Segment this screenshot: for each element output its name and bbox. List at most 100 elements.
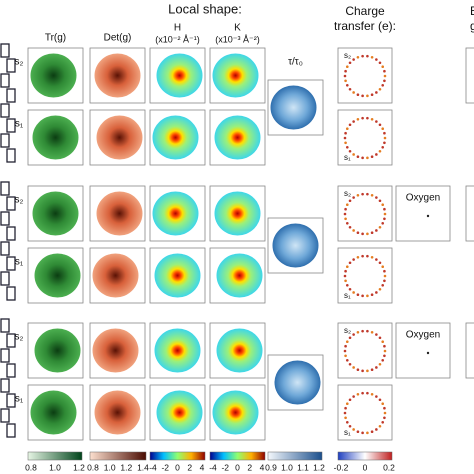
charge-dot bbox=[383, 344, 386, 348]
lattice-cell bbox=[6, 393, 16, 408]
colorbar-tick-label: 0.2 bbox=[383, 462, 395, 472]
charge-dot bbox=[375, 395, 378, 398]
shape-map bbox=[156, 390, 203, 435]
charge-dot bbox=[345, 265, 349, 269]
shape-map bbox=[156, 53, 203, 98]
charge-dot bbox=[348, 424, 352, 428]
charge-dot bbox=[375, 120, 378, 123]
charge-dot bbox=[356, 155, 360, 159]
charge-dot bbox=[345, 340, 349, 344]
charge-dot bbox=[356, 93, 360, 97]
charge-dot bbox=[361, 294, 364, 298]
shape-map bbox=[30, 53, 77, 98]
charge-dot bbox=[383, 212, 387, 216]
charge-dot bbox=[344, 69, 347, 73]
lattice-cell bbox=[0, 43, 10, 58]
column-label: Tr(g) bbox=[45, 33, 66, 44]
charge-dot bbox=[378, 123, 382, 127]
charge-dot bbox=[361, 156, 364, 160]
colorbar-tick-label: 1.0 bbox=[281, 462, 293, 472]
right-label: E bbox=[470, 4, 474, 18]
colorbar-tick-label: 0.8 bbox=[87, 462, 99, 472]
row-label: s₁ bbox=[344, 291, 351, 300]
charge-dot bbox=[375, 428, 378, 431]
panel bbox=[465, 47, 474, 104]
charge-dot bbox=[348, 61, 352, 65]
charge-dot bbox=[352, 395, 355, 398]
colorbar-tick-label: 0 bbox=[363, 462, 368, 472]
oxygen-label: Oxygen bbox=[406, 193, 440, 204]
charge-dot bbox=[383, 131, 386, 135]
charge-dot bbox=[381, 402, 385, 406]
charge-dot bbox=[356, 293, 360, 297]
charge-dot bbox=[383, 349, 387, 353]
charge-dot bbox=[361, 54, 364, 58]
lattice-cell bbox=[6, 363, 16, 378]
charge-dot bbox=[375, 291, 378, 294]
lattice-cell bbox=[0, 348, 10, 363]
colorbar-tick-label: 1.0 bbox=[104, 462, 116, 472]
row-label: s₁ bbox=[344, 153, 351, 162]
lattice-cell bbox=[6, 333, 16, 348]
row-label: s₂ bbox=[15, 57, 24, 68]
charge-dot bbox=[366, 54, 369, 58]
colorbar-tick-label: 2 bbox=[247, 462, 252, 472]
panel bbox=[465, 185, 474, 242]
charge-dot bbox=[352, 196, 355, 199]
row-label: s₂ bbox=[15, 195, 24, 206]
charge-dot bbox=[366, 294, 369, 298]
charge-dot bbox=[383, 141, 386, 145]
shape-map bbox=[32, 191, 79, 236]
charge-dot bbox=[381, 283, 385, 287]
charge-dot bbox=[366, 369, 369, 373]
shape-map bbox=[92, 253, 139, 298]
charge-dot bbox=[344, 269, 347, 273]
charge-dot bbox=[344, 79, 347, 83]
shape-map bbox=[214, 191, 261, 236]
charge-dot bbox=[344, 344, 347, 348]
charge-dot bbox=[356, 392, 360, 396]
charge-dot bbox=[352, 333, 355, 336]
charge-dot bbox=[345, 127, 349, 131]
charge-dot bbox=[375, 229, 378, 232]
charge-dot bbox=[348, 336, 352, 340]
charge-dot bbox=[345, 358, 349, 362]
colorbar bbox=[267, 451, 323, 461]
charge-dot bbox=[383, 411, 387, 415]
charge-dot bbox=[345, 402, 349, 406]
charge-dot bbox=[375, 58, 378, 61]
charge-dot bbox=[348, 362, 352, 366]
charge-dot bbox=[366, 116, 369, 120]
charge-dot bbox=[383, 406, 386, 410]
charge-dot bbox=[378, 362, 382, 366]
charge-dot bbox=[366, 431, 369, 435]
row-label: s₂ bbox=[344, 189, 351, 198]
panel bbox=[337, 47, 393, 104]
charge-dot bbox=[375, 153, 378, 156]
shape-map bbox=[214, 115, 261, 160]
charge-dot bbox=[378, 225, 382, 229]
charge-dot bbox=[378, 199, 382, 203]
charge-dot bbox=[352, 58, 355, 61]
charge-dot bbox=[361, 431, 364, 435]
colorbar-tick-label: 1.1 bbox=[297, 462, 309, 472]
colorbar-tick-label: 1.2 bbox=[313, 462, 325, 472]
charge-dot bbox=[348, 87, 352, 91]
charge-dot bbox=[356, 330, 360, 334]
lattice-cell bbox=[0, 378, 10, 393]
charge-dot bbox=[366, 329, 369, 333]
charge-dot bbox=[370, 392, 374, 396]
row-label: s₁ bbox=[344, 428, 351, 437]
shape-map bbox=[270, 85, 317, 130]
shape-map bbox=[216, 253, 263, 298]
charge-dot bbox=[383, 269, 386, 273]
oxygen-label: Oxygen bbox=[406, 330, 440, 341]
charge-dot bbox=[370, 193, 374, 197]
shape-map bbox=[152, 115, 199, 160]
charge-dot bbox=[343, 212, 347, 216]
charge-dot bbox=[344, 217, 347, 221]
charge-dot bbox=[356, 231, 360, 235]
charge-dot bbox=[348, 287, 352, 291]
row-label: s₂ bbox=[15, 332, 24, 343]
lattice-cell bbox=[6, 118, 16, 133]
